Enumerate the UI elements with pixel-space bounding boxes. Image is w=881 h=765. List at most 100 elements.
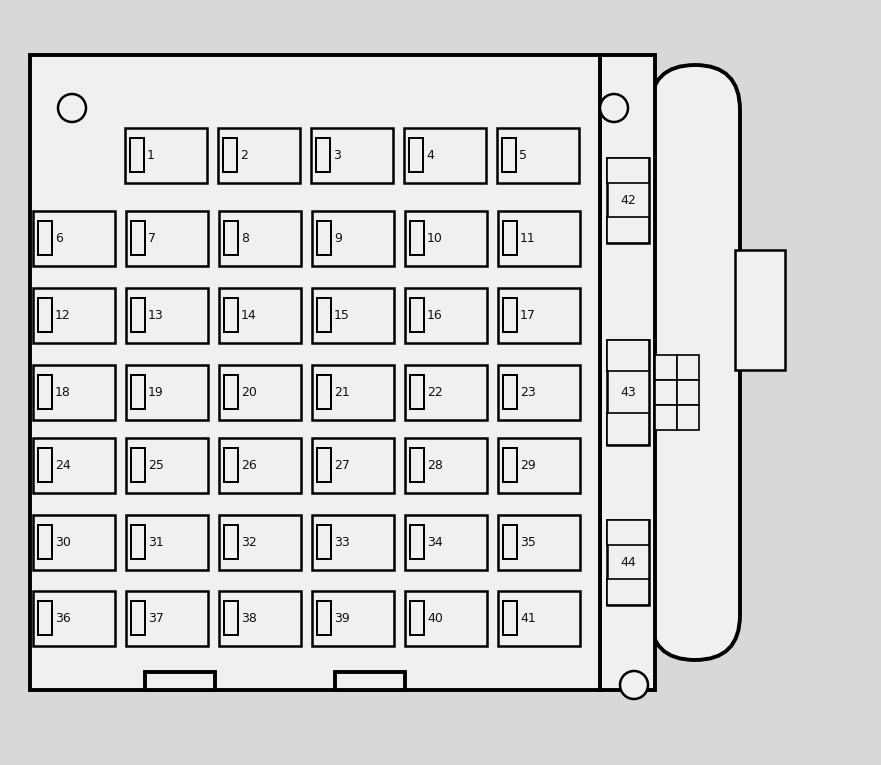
Bar (655, 379, 677, 405)
Text: 23: 23 (520, 386, 536, 399)
Text: 27: 27 (334, 458, 350, 471)
Bar (131, 375, 145, 409)
Bar (410, 448, 424, 482)
Bar (33, 288, 115, 343)
Bar (33, 438, 115, 493)
Bar (219, 364, 301, 419)
Text: 37: 37 (148, 611, 164, 624)
Bar (405, 210, 487, 265)
Circle shape (620, 671, 648, 699)
Bar (607, 519, 649, 545)
Bar (223, 138, 237, 172)
Bar (677, 354, 699, 379)
Bar (33, 364, 115, 419)
Bar (317, 525, 331, 559)
Text: 11: 11 (520, 232, 536, 245)
Bar (126, 364, 208, 419)
Bar (317, 601, 331, 635)
Bar (126, 591, 208, 646)
Bar (312, 591, 394, 646)
Bar (498, 288, 580, 343)
Bar (600, 55, 655, 690)
Bar (655, 354, 677, 379)
Bar (130, 138, 144, 172)
Bar (131, 298, 145, 332)
Text: 3: 3 (333, 148, 341, 161)
Bar (503, 298, 517, 332)
Bar (655, 405, 677, 429)
Text: 21: 21 (334, 386, 350, 399)
Bar (312, 288, 394, 343)
Text: 29: 29 (520, 458, 536, 471)
Text: 31: 31 (148, 536, 164, 549)
Text: 44: 44 (620, 555, 636, 568)
Bar (312, 210, 394, 265)
Bar (503, 601, 517, 635)
Bar (126, 515, 208, 569)
Bar (677, 379, 699, 405)
Bar (503, 375, 517, 409)
Bar (38, 601, 52, 635)
Bar (38, 448, 52, 482)
Bar (607, 579, 649, 604)
Text: 14: 14 (241, 308, 256, 321)
Text: 28: 28 (427, 458, 443, 471)
Text: 10: 10 (427, 232, 443, 245)
Bar (410, 298, 424, 332)
Bar (405, 438, 487, 493)
Text: 35: 35 (520, 536, 536, 549)
Bar (125, 128, 207, 183)
Bar (316, 138, 330, 172)
Bar (219, 210, 301, 265)
Bar (312, 364, 394, 419)
Text: 41: 41 (520, 611, 536, 624)
Bar (218, 128, 300, 183)
Bar (219, 515, 301, 569)
Bar (607, 158, 649, 243)
Text: 18: 18 (55, 386, 70, 399)
Bar (503, 448, 517, 482)
Bar (607, 217, 649, 243)
Bar (607, 340, 649, 444)
Bar (410, 525, 424, 559)
Text: 25: 25 (148, 458, 164, 471)
FancyBboxPatch shape (650, 65, 740, 660)
Bar (405, 515, 487, 569)
Text: 43: 43 (620, 386, 636, 399)
Bar (405, 364, 487, 419)
Bar (735, 250, 785, 370)
Bar (224, 525, 238, 559)
Text: 38: 38 (241, 611, 257, 624)
Bar (405, 591, 487, 646)
Bar (224, 298, 238, 332)
Bar (335, 672, 405, 690)
Text: 32: 32 (241, 536, 256, 549)
Bar (607, 413, 649, 444)
Bar (607, 158, 649, 183)
Bar (498, 438, 580, 493)
Bar (405, 288, 487, 343)
Text: 42: 42 (620, 194, 636, 207)
Text: 12: 12 (55, 308, 70, 321)
Bar (219, 591, 301, 646)
Bar (33, 591, 115, 646)
Bar (38, 221, 52, 255)
Text: 33: 33 (334, 536, 350, 549)
Bar (33, 515, 115, 569)
Text: 16: 16 (427, 308, 443, 321)
Text: 8: 8 (241, 232, 249, 245)
Text: 36: 36 (55, 611, 70, 624)
Bar (497, 128, 579, 183)
Bar (38, 525, 52, 559)
Text: 40: 40 (427, 611, 443, 624)
Bar (317, 221, 331, 255)
Text: 30: 30 (55, 536, 70, 549)
Bar (219, 288, 301, 343)
Bar (38, 298, 52, 332)
Bar (409, 138, 423, 172)
Bar (126, 288, 208, 343)
Bar (607, 340, 649, 371)
Bar (224, 448, 238, 482)
Bar (498, 591, 580, 646)
Text: 19: 19 (148, 386, 164, 399)
